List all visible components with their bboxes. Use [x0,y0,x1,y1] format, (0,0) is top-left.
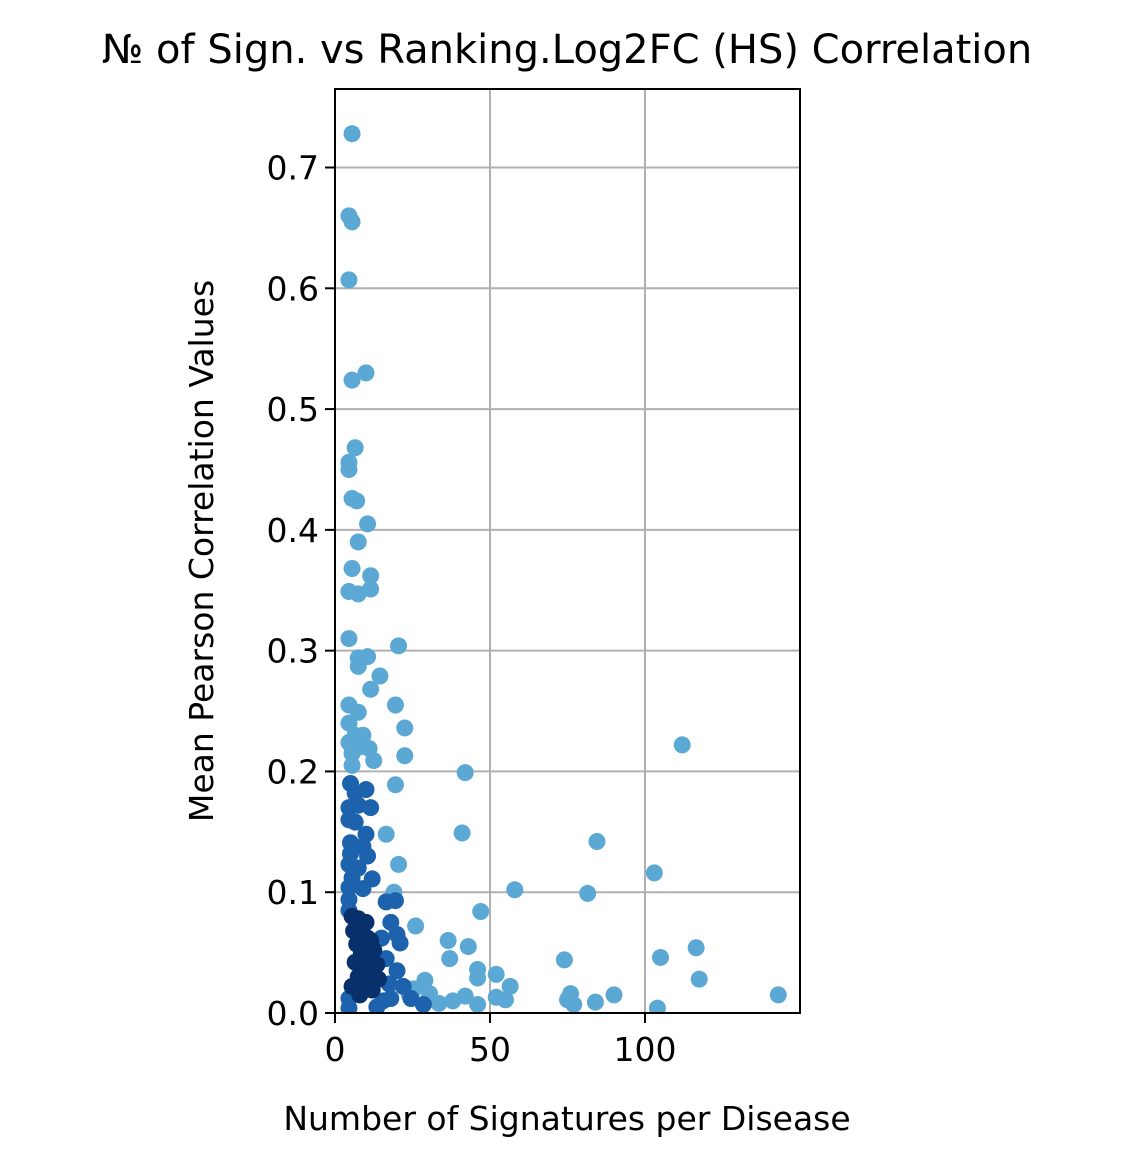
scatter-point [497,991,514,1009]
scatter-point [346,813,364,831]
scatter-point [487,965,505,983]
y-tick-label: 0.4 [267,511,319,550]
scatter-point [382,990,400,1008]
scatter-point [362,799,380,817]
y-tick-label: 0.0 [267,994,319,1033]
scatter-point [469,996,487,1013]
scatter-point [343,213,361,231]
scatter-point [673,736,691,754]
scatter-point [687,939,705,957]
scatter-point [368,998,386,1013]
x-tick-label: 100 [614,1030,677,1069]
scatter-point [365,752,383,770]
scatter-point [343,756,361,774]
scatter-point [390,855,408,873]
scatter-point [340,460,358,478]
x-tick-label: 50 [469,1030,511,1069]
y-tick-label: 0.7 [267,149,319,188]
scatter-point [414,996,432,1013]
scatter-point [362,680,380,698]
scatter-point [388,962,406,980]
scatter-point [565,996,583,1013]
y-tick-label: 0.1 [267,873,319,912]
scatter-point [362,567,380,585]
scatter-point [357,781,375,799]
scatter-point [359,847,377,865]
scatter-point [586,993,604,1011]
axis-ticks: 0.0 0.1 0.2 0.3 0.4 0.5 0.6 0.7 0 50 100 [267,149,677,1069]
chart-title: № of Sign. vs Ranking.Log2FC (HS) Correl… [102,27,1033,73]
scatter-point [349,657,367,675]
y-axis-label: Mean Pearson Correlation Values [182,280,221,822]
scatter-point [501,977,519,995]
scatter-point [362,580,380,598]
scatter-point [690,970,708,988]
y-tick-label: 0.3 [267,632,319,671]
scatter-point [579,884,597,902]
scatter-point [340,999,358,1013]
scatter-point [439,932,457,950]
scatter-point [472,903,490,921]
x-axis-label: Number of Signatures per Disease [283,1099,850,1138]
scatter-point [343,125,361,143]
scatter-point [340,271,358,289]
scatter-point [394,977,412,995]
scatter-point [340,878,358,896]
scatter-point [769,986,787,1004]
scatter-point [386,892,404,910]
scatter-point [396,719,414,737]
scatter-point [386,776,404,794]
scatter-point [441,950,459,968]
plot-frame [334,88,801,1014]
scatter-point [469,969,487,987]
y-tick-label: 0.6 [267,269,319,308]
scatter-point [506,881,524,899]
scatter-point [430,994,448,1012]
x-tick-label: 0 [325,1030,346,1069]
scatter-point [453,824,471,842]
scatter-point [588,832,606,850]
y-tick-label: 0.2 [267,752,319,791]
scatter-point [348,492,366,510]
scatter-point [456,987,474,1005]
scatter-point [648,999,666,1013]
scatter-point [354,880,372,898]
scatter-point [555,951,573,969]
scatter-point [407,917,425,935]
scatter-point [351,986,369,1004]
scatter-point [357,364,375,382]
scatter-point [390,637,408,655]
scatter-point [386,696,404,714]
scatter-point [605,986,623,1004]
scatter-point [359,929,377,947]
scatter-point [343,560,361,578]
scatter-point [340,630,358,648]
scatter-point [652,948,669,966]
scatter-point [346,439,364,457]
data-points [340,125,787,1013]
scatter-point [459,938,477,956]
scatter-point [343,744,361,762]
scatter-point [377,825,395,843]
scatter-point [343,371,361,389]
y-tick-label: 0.5 [267,390,319,429]
scatter-point [391,934,409,952]
scatter-point [371,667,389,685]
scatter-point [359,515,377,533]
scatter-point [349,533,367,551]
scatter-point [456,764,474,782]
scatter-point [396,747,414,765]
scatter-point [645,864,663,882]
